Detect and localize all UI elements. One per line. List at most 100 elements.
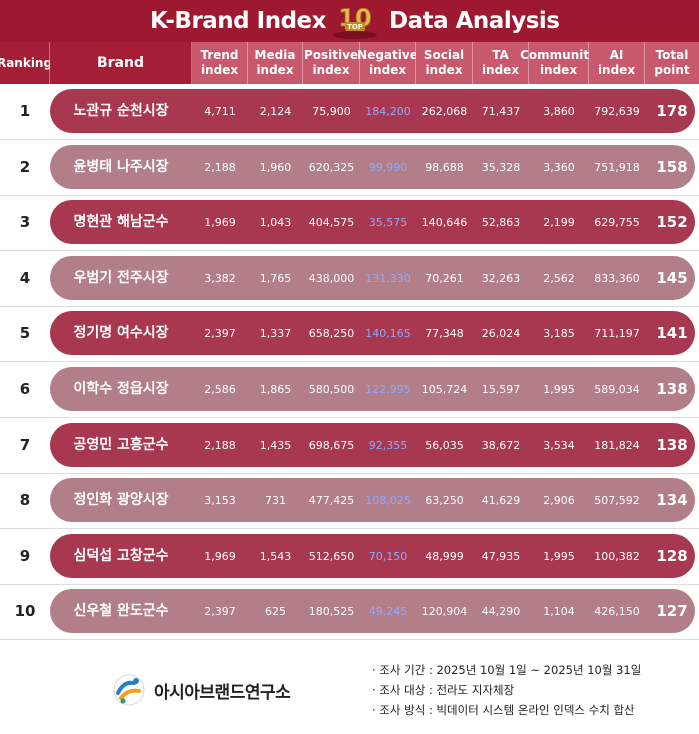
cell-ranking: 9 bbox=[19, 546, 31, 565]
cell-social: 120,904 bbox=[421, 605, 468, 619]
cell-ta: 52,863 bbox=[481, 216, 521, 230]
cell-total: 141 bbox=[656, 324, 688, 343]
cell-ta: 44,290 bbox=[481, 605, 521, 619]
cell-community: 3,360 bbox=[543, 160, 575, 174]
survey-notes: · 조사 기간 : 2025년 10월 1일 ~ 2025년 10월 31일 ·… bbox=[372, 660, 641, 720]
cell-total: 127 bbox=[656, 602, 688, 621]
cell-community: 2,199 bbox=[543, 216, 575, 230]
row-pill bbox=[50, 89, 695, 133]
cell-ai: 711,197 bbox=[594, 327, 640, 341]
cell-positive: 75,900 bbox=[312, 105, 351, 118]
cell-community: 1,995 bbox=[543, 383, 575, 396]
cell-social: 262,068 bbox=[421, 105, 468, 118]
cell-ta: 26,024 bbox=[481, 327, 521, 341]
cell-community: 3,185 bbox=[543, 327, 575, 341]
row-pill bbox=[50, 478, 695, 523]
cell-ai: 589,034 bbox=[594, 383, 640, 396]
cell-ai: 507,592 bbox=[594, 494, 640, 508]
note-target: · 조사 대상 : 전라도 지자체장 bbox=[372, 683, 515, 697]
cell-trend: 3,153 bbox=[204, 494, 236, 508]
cell-brand: 윤병태 나주시장 bbox=[73, 158, 169, 175]
table-row: 3 명현관 해남군수 1,969 1,043 404,575 35,575 140,646 5… bbox=[0, 195, 699, 252]
cell-positive: 658,250 bbox=[308, 327, 355, 341]
row-pill bbox=[50, 255, 695, 300]
cell-ai: 833,360 bbox=[594, 271, 640, 285]
cell-media: 1,043 bbox=[259, 216, 292, 230]
cell-ta: 71,437 bbox=[481, 105, 521, 118]
cell-trend: 1,969 bbox=[204, 216, 236, 230]
cell-media: 1,765 bbox=[259, 271, 292, 285]
cell-negative: 70,150 bbox=[368, 549, 408, 563]
cell-negative: 49,245 bbox=[368, 605, 408, 619]
cell-brand: 신우철 완도군수 bbox=[73, 603, 169, 620]
header-positive: Positive index bbox=[303, 42, 360, 84]
cell-ranking: 4 bbox=[19, 268, 31, 287]
cell-negative: 92,355 bbox=[368, 438, 408, 452]
cell-ta: 32,263 bbox=[481, 271, 521, 285]
cell-negative: 35,575 bbox=[368, 216, 408, 230]
cell-ta: 38,672 bbox=[481, 438, 521, 452]
cell-ta: 15,597 bbox=[481, 383, 521, 396]
table-row: 2 윤병태 나주시장 2,188 1,960 620,325 99,990 98,688 35… bbox=[0, 140, 699, 196]
cell-trend: 2,188 bbox=[204, 438, 236, 452]
cell-ta: 35,328 bbox=[481, 160, 521, 174]
header-community: Community index bbox=[520, 42, 597, 84]
title-left: K-Brand Index bbox=[150, 8, 326, 34]
cell-ranking: 7 bbox=[19, 435, 31, 454]
cell-negative: 131,330 bbox=[365, 271, 411, 285]
cell-community: 2,562 bbox=[543, 271, 575, 285]
header-trend: Trend index bbox=[192, 42, 248, 84]
cell-negative: 184,200 bbox=[365, 105, 411, 118]
cell-ranking: 1 bbox=[19, 102, 31, 120]
row-pill bbox=[50, 422, 695, 467]
cell-media: 731 bbox=[265, 494, 286, 508]
cell-trend: 2,586 bbox=[204, 383, 236, 396]
row-pill bbox=[50, 367, 695, 411]
cell-total: 138 bbox=[656, 435, 688, 454]
cell-positive: 438,000 bbox=[308, 271, 355, 285]
org-name: 아시아브랜드연구소 bbox=[154, 682, 291, 703]
cell-ta: 41,629 bbox=[481, 494, 521, 508]
header-media: Media index bbox=[248, 42, 303, 84]
cell-negative: 140,165 bbox=[365, 327, 411, 341]
cell-ranking: 5 bbox=[19, 324, 31, 343]
cell-positive: 698,675 bbox=[308, 438, 355, 452]
cell-ai: 629,755 bbox=[594, 216, 640, 230]
cell-brand: 정기명 여수시장 bbox=[73, 325, 169, 342]
asia-brand-logo-icon bbox=[113, 674, 145, 706]
note-method: · 조사 방식 : 빅데이터 시스템 온라인 인덱스 수치 합산 bbox=[372, 703, 635, 717]
cell-total: 134 bbox=[656, 491, 688, 510]
cell-social: 48,999 bbox=[425, 549, 464, 563]
header-ai: AI index bbox=[589, 42, 645, 84]
cell-community: 1,104 bbox=[543, 605, 575, 619]
cell-trend: 4,711 bbox=[204, 105, 236, 118]
header-ranking: Ranking bbox=[0, 42, 52, 84]
cell-social: 77,348 bbox=[425, 327, 464, 341]
table-row: 4 우범기 전주시장 3,382 1,765 438,000 131,330 70,261 3… bbox=[0, 251, 699, 307]
cell-positive: 620,325 bbox=[308, 160, 355, 174]
cell-trend: 2,397 bbox=[204, 605, 236, 619]
cell-brand: 명현관 해남군수 bbox=[73, 214, 169, 231]
cell-brand: 심덕섭 고창군수 bbox=[73, 547, 169, 564]
cell-negative: 108,025 bbox=[365, 494, 411, 508]
title-right: Data Analysis bbox=[389, 8, 560, 34]
cell-media: 625 bbox=[265, 605, 286, 619]
row-pill bbox=[50, 589, 695, 634]
cell-trend: 3,382 bbox=[204, 271, 236, 285]
cell-social: 70,261 bbox=[425, 271, 464, 285]
table-row: 5 정기명 여수시장 2,397 1,337 658,250 140,165 77,348 2… bbox=[0, 306, 699, 363]
cell-total: 152 bbox=[656, 213, 688, 232]
cell-media: 1,435 bbox=[259, 438, 292, 452]
cell-social: 105,724 bbox=[421, 383, 468, 396]
cell-ai: 751,918 bbox=[594, 160, 640, 174]
cell-ta: 47,935 bbox=[481, 549, 521, 563]
cell-social: 56,035 bbox=[425, 438, 464, 452]
footer-logo: 아시아브랜드연구소 bbox=[112, 670, 291, 710]
cell-community: 1,995 bbox=[543, 549, 575, 563]
cell-negative: 99,990 bbox=[368, 160, 408, 174]
cell-brand: 우범기 전주시장 bbox=[73, 269, 169, 286]
cell-community: 3,534 bbox=[543, 438, 575, 452]
row-pill bbox=[50, 533, 695, 578]
note-period: · 조사 기간 : 2025년 10월 1일 ~ 2025년 10월 31일 bbox=[372, 663, 642, 677]
header-total: Total point bbox=[645, 42, 699, 84]
